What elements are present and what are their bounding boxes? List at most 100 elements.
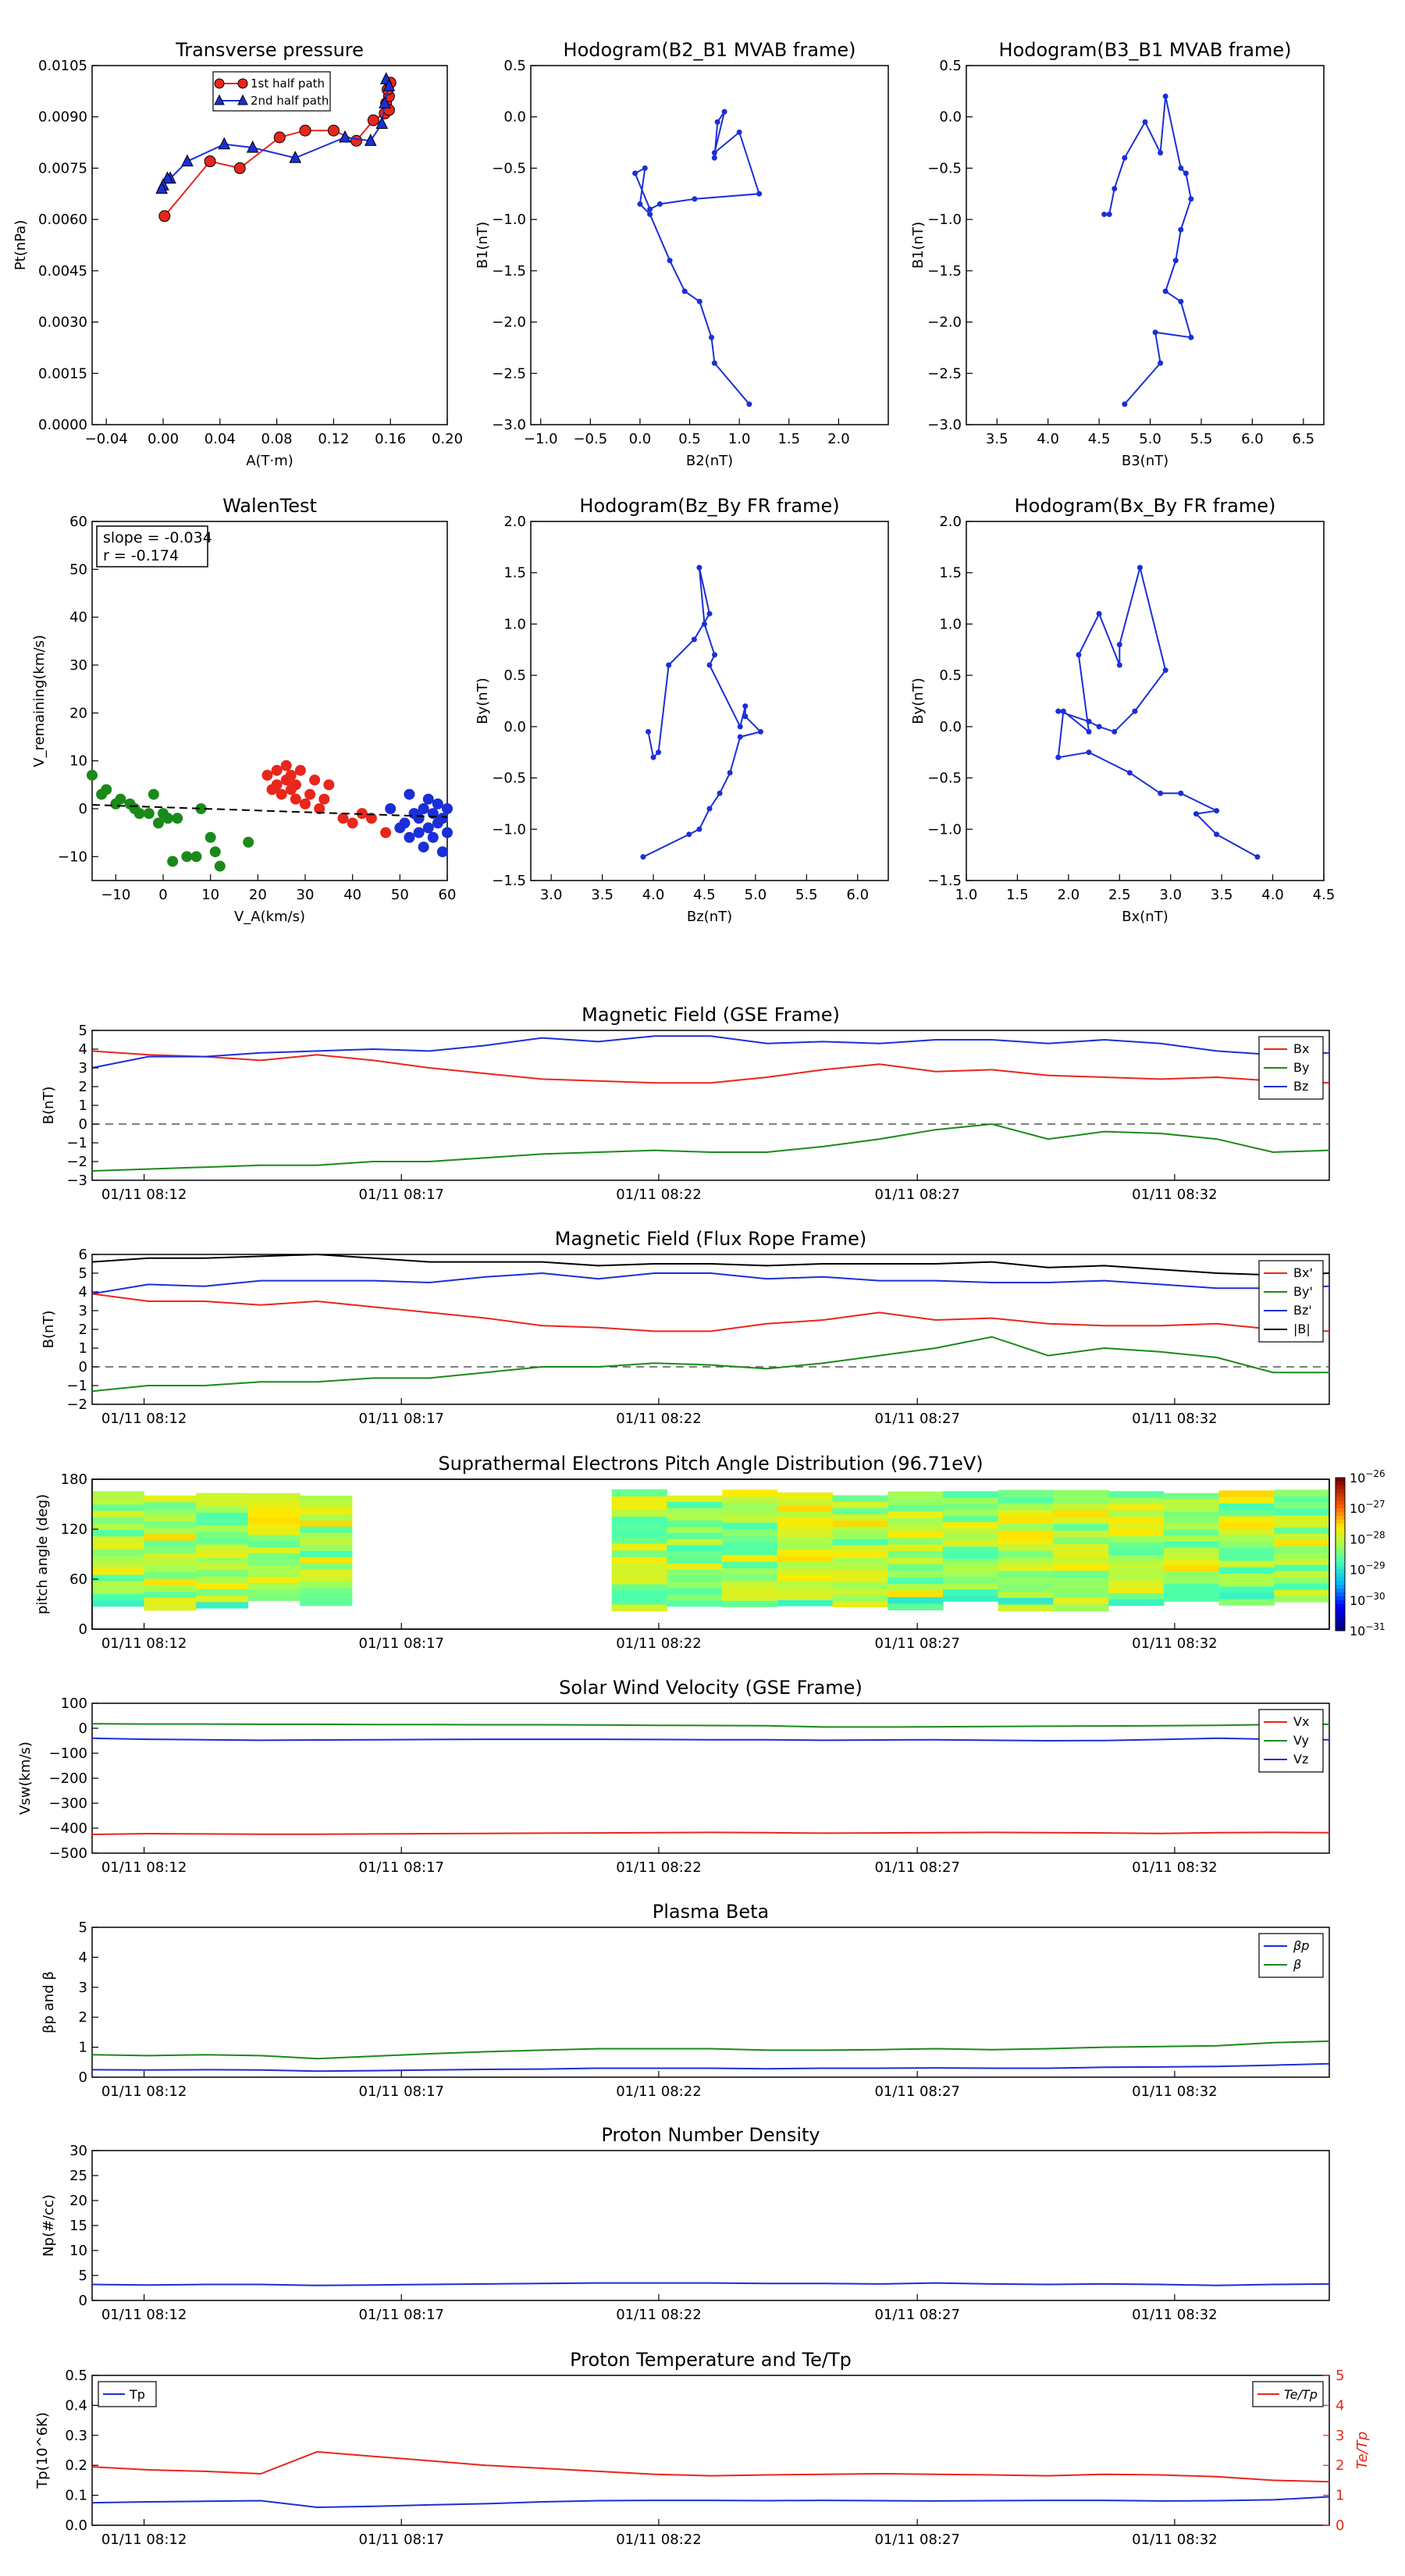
legend-marker [237, 94, 248, 105]
pad-bin [1274, 1552, 1330, 1559]
colorbar-segment [1336, 1523, 1345, 1528]
walen-point [422, 822, 434, 834]
hb31-point [1101, 212, 1108, 218]
time-tick-label: 01/11 08:17 [359, 1635, 444, 1652]
colorbar-segment [1336, 1603, 1345, 1609]
y-tick-label: 180 [61, 1471, 87, 1488]
pad-bin [887, 1491, 944, 1499]
x-tick-label: 4.5 [1313, 887, 1336, 903]
walen-point [276, 788, 287, 800]
legend-label: Bz' [1293, 1303, 1312, 1318]
walen-point [143, 808, 155, 820]
tp-axes-frame [91, 2375, 1330, 2526]
pad-bin [667, 1557, 723, 1564]
x-tick-label: 4.5 [693, 887, 716, 903]
x-tick-label: 5.0 [1139, 431, 1161, 447]
walen-title: WalenTest [222, 495, 317, 517]
pad-bin [832, 1545, 888, 1552]
pad-bin [998, 1530, 1054, 1538]
pt-point [233, 162, 246, 174]
pad-bin [247, 1493, 301, 1500]
pad-bin [247, 1546, 301, 1553]
pad-bin [887, 1504, 944, 1512]
pad-bin [300, 1526, 353, 1533]
pad-bin [777, 1504, 834, 1512]
walen-point [167, 856, 179, 867]
pad-bin [300, 1550, 353, 1557]
walen-point [385, 803, 397, 814]
pad-bin [300, 1532, 353, 1539]
pad-bin [196, 1557, 249, 1564]
pad-bin [998, 1517, 1054, 1525]
walen-point [432, 798, 443, 809]
y-tick-label: 2.0 [939, 514, 962, 530]
time-tick-label: 01/11 08:17 [359, 2532, 444, 2548]
np-ylabel: Np(#/cc) [41, 2194, 57, 2257]
np-title: Proton Number Density [601, 2124, 820, 2146]
pad-bin [300, 1496, 353, 1503]
hzy-point [706, 610, 713, 617]
hb31-point [1142, 119, 1148, 125]
legend-box [1258, 1260, 1324, 1343]
pad-bin [777, 1599, 834, 1606]
bfr-series-line [91, 1293, 1330, 1332]
walen-axes-frame [91, 521, 448, 881]
y-tick-label: −3.0 [492, 417, 526, 433]
walen-point [243, 836, 254, 848]
pad-bin [1163, 1510, 1220, 1518]
y-tick-label: 0.0075 [38, 160, 87, 176]
pt-point [155, 181, 168, 194]
x-tick-label: 0.04 [205, 431, 236, 447]
pad-bin [722, 1528, 778, 1536]
walen-point [442, 803, 453, 814]
colorbar-segment [1336, 1508, 1345, 1513]
walen-point [195, 803, 207, 814]
pad-bin [1274, 1583, 1330, 1590]
y-tick-label: −200 [49, 1770, 87, 1787]
pad-bin [1218, 1490, 1275, 1497]
y-tick-label: 0.0090 [38, 109, 87, 126]
pad-bin [887, 1557, 944, 1564]
pad-bin [1218, 1573, 1275, 1581]
pad-bin [722, 1503, 778, 1510]
pad-bin [300, 1574, 353, 1582]
walen-point [436, 846, 448, 858]
pad-bin [1218, 1535, 1275, 1542]
pad-bin [1163, 1535, 1220, 1542]
pt-xlabel: A(T·m) [246, 453, 293, 469]
walen-point [148, 788, 159, 800]
pad-bin [887, 1510, 944, 1518]
x-tick-label: 3.5 [1211, 887, 1233, 903]
y-tick-label: −1.5 [492, 263, 526, 279]
pad-bin [1274, 1514, 1330, 1521]
y-tick-label: −1 [66, 1378, 87, 1394]
pad-bin [832, 1569, 888, 1577]
pad-bin [832, 1588, 888, 1596]
y-tick-label: 30 [69, 657, 87, 674]
colorbar-tick-base: 10 [1350, 1563, 1365, 1578]
time-tick-label: 01/11 08:12 [101, 2532, 187, 2548]
pad-bin [196, 1537, 249, 1545]
colorbar-segment [1336, 1557, 1345, 1563]
pad-bin [722, 1561, 778, 1568]
pad-bin [1053, 1564, 1109, 1571]
pad-bin [92, 1593, 145, 1601]
tp-ylabel: Tp(10^6K) [34, 2412, 51, 2489]
pad-bin [1053, 1590, 1109, 1598]
hzy-point [712, 652, 718, 658]
pad-bin [942, 1491, 999, 1498]
pad-bin [196, 1544, 249, 1551]
pad-bin [722, 1548, 778, 1556]
pad-bin [1163, 1559, 1220, 1566]
walen-point [318, 793, 330, 805]
pt-ylabel: Pt(nPa) [12, 220, 29, 270]
colorbar-tick-exponent: −28 [1365, 1529, 1385, 1540]
colorbar-segment [1336, 1585, 1345, 1589]
pad-bin [832, 1514, 888, 1521]
pad-bin [611, 1496, 667, 1503]
y-tick-label: −1.0 [927, 821, 962, 838]
legend-label: Vx [1293, 1714, 1309, 1729]
y-tick-label: 0 [79, 2069, 87, 2086]
colorbar-tick-base: 10 [1350, 1532, 1365, 1546]
hxy-point [1060, 708, 1066, 714]
